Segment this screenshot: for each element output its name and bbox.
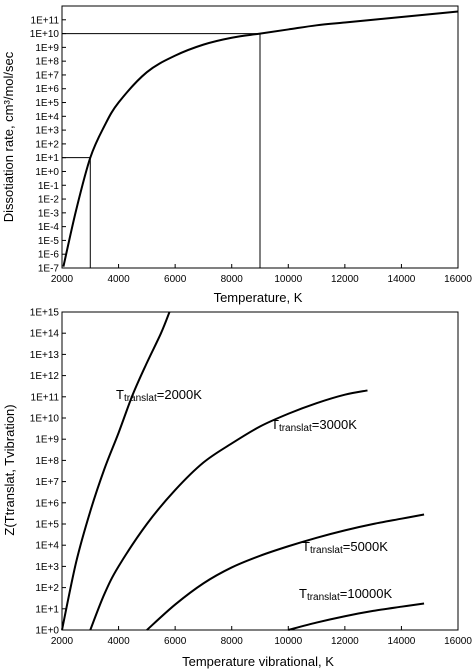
- bottom-y-tick-label: 1E+11: [31, 392, 60, 403]
- top-series-line-0: [62, 10, 459, 267]
- bottom-y-tick-label: 1E+0: [35, 626, 59, 637]
- bottom-y-axis-label: Z(Ttranslat, Tvibration): [2, 404, 17, 535]
- bottom-x-tick-label: 12000: [331, 636, 359, 647]
- top-y-tick-label: 1E+6: [35, 84, 59, 95]
- bottom-y-tick-label: 1E+15: [30, 308, 60, 319]
- curve-label-2000k-sub: translat: [124, 393, 157, 404]
- top-y-tick-label: 1E+10: [30, 29, 60, 40]
- top-y-tick-label: 1E+9: [35, 43, 59, 54]
- top-x-tick-label: 8000: [221, 274, 244, 285]
- bottom-y-tick-label: 1E+8: [35, 456, 59, 467]
- curve-label-3000k-sub: translat: [279, 423, 312, 434]
- bottom-y-tick-label: 1E+14: [30, 329, 60, 340]
- bottom-plot-area: 2000 4000 6000 8000 10000 12000 14000 16000 1E+0…: [30, 308, 473, 648]
- bottom-plot-frame: [61, 311, 459, 631]
- bottom-x-tick-label: 8000: [221, 636, 244, 647]
- top-x-tick-label: 16000: [444, 274, 472, 285]
- top-plot-area: 2000 4000 6000 8000 10000 12000 14000 16000 1E-7…: [30, 5, 472, 285]
- top-y-tick-label: 1E-1: [38, 181, 60, 192]
- top-y-tick-label: 1E+3: [35, 126, 59, 137]
- curve-label-2000k-tail: =2000K: [157, 387, 203, 402]
- dissociation-rate-chart: 2000 4000 6000 8000 10000 12000 14000 16000 1E-7…: [1, 5, 472, 305]
- top-y-tick-label: 1E-3: [38, 208, 60, 219]
- top-y-tick-label: 1E+2: [35, 139, 59, 150]
- bottom-y-tick-label: 1E+1: [35, 604, 59, 615]
- curve-label-10000k-sub: translat: [307, 592, 340, 603]
- top-y-tick-label: 1E-2: [38, 195, 60, 206]
- top-x-tick-label: 10000: [274, 274, 302, 285]
- curve-label-5000k-sub: translat: [310, 545, 343, 556]
- top-y-tick-label: 1E-4: [38, 222, 60, 233]
- bottom-y-tick-label: 1E+7: [35, 477, 59, 488]
- bottom-x-tick-label: 16000: [444, 636, 472, 647]
- top-x-tick-label: 14000: [388, 274, 416, 285]
- bottom-y-tick-label: 1E+10: [30, 414, 60, 425]
- top-y-tick-label: 1E+0: [35, 167, 59, 178]
- curve-label-5000k-main: T: [302, 539, 310, 554]
- bottom-y-tick-label: 1E+3: [35, 562, 59, 573]
- bottom-y-tick-label: 1E+4: [35, 541, 59, 552]
- top-y-tick-label: 1E+1: [35, 153, 59, 164]
- top-y-tick-label: 1E-7: [38, 264, 60, 275]
- bottom-series-line-2: [146, 513, 425, 631]
- bottom-x-tick-label: 2000: [51, 636, 74, 647]
- top-x-axis-label: Temperature, K: [214, 290, 303, 305]
- curve-label-10000k: Ttranslat=10000K: [299, 586, 392, 603]
- top-x-tick-label: 2000: [51, 274, 74, 285]
- top-x-tick-label: 12000: [331, 274, 359, 285]
- bottom-y-tick-label: 1E+9: [35, 435, 59, 446]
- curve-label-2000k: Ttranslat=2000K: [116, 387, 202, 404]
- top-y-tick-label: 1E+8: [35, 57, 59, 68]
- bottom-series-line-3: [288, 602, 425, 631]
- bottom-y-tick-label: 1E+2: [35, 583, 59, 594]
- curve-label-3000k: Ttranslat=3000K: [271, 417, 357, 434]
- top-y-tick-label: 1E+4: [35, 112, 59, 123]
- curve-label-10000k-tail: =10000K: [340, 586, 393, 601]
- bottom-y-tick-label: 1E+12: [30, 371, 60, 382]
- top-y-tick-label: 1E-6: [38, 250, 60, 261]
- bottom-y-tick-label: 1E+5: [35, 520, 59, 531]
- bottom-x-tick-label: 4000: [107, 636, 130, 647]
- curve-label-5000k-tail: =5000K: [343, 539, 389, 554]
- bottom-series-line-1: [89, 389, 368, 631]
- top-y-tick-label: 1E+7: [35, 70, 59, 81]
- top-x-tick-label: 4000: [107, 274, 130, 285]
- curve-label-5000k: Ttranslat=5000K: [302, 539, 388, 556]
- bottom-x-axis-label: Temperature vibrational, K: [182, 654, 334, 669]
- bottom-x-tick-label: 10000: [274, 636, 302, 647]
- bottom-x-tick-label: 6000: [164, 636, 187, 647]
- partition-function-chart: 2000 4000 6000 8000 10000 12000 14000 16000 1E+0…: [2, 308, 472, 670]
- curve-label-10000k-main: T: [299, 586, 307, 601]
- bottom-y-tick-label: 1E+13: [30, 350, 60, 361]
- curve-label-3000k-tail: =3000K: [312, 417, 358, 432]
- top-y-tick-label: 1E+5: [35, 98, 59, 109]
- bottom-y-tick-label: 1E+6: [35, 498, 59, 509]
- curve-label-2000k-main: T: [116, 387, 124, 402]
- top-y-axis-label: Dissotiation rate, cm³/mol/sec: [1, 51, 16, 222]
- top-y-tick-label: 1E+11: [31, 15, 60, 26]
- bottom-series-line-0: [61, 311, 171, 631]
- top-x-tick-label: 6000: [164, 274, 187, 285]
- top-y-tick-label: 1E-5: [38, 236, 60, 247]
- curve-label-3000k-main: T: [271, 417, 279, 432]
- bottom-x-tick-label: 14000: [388, 636, 416, 647]
